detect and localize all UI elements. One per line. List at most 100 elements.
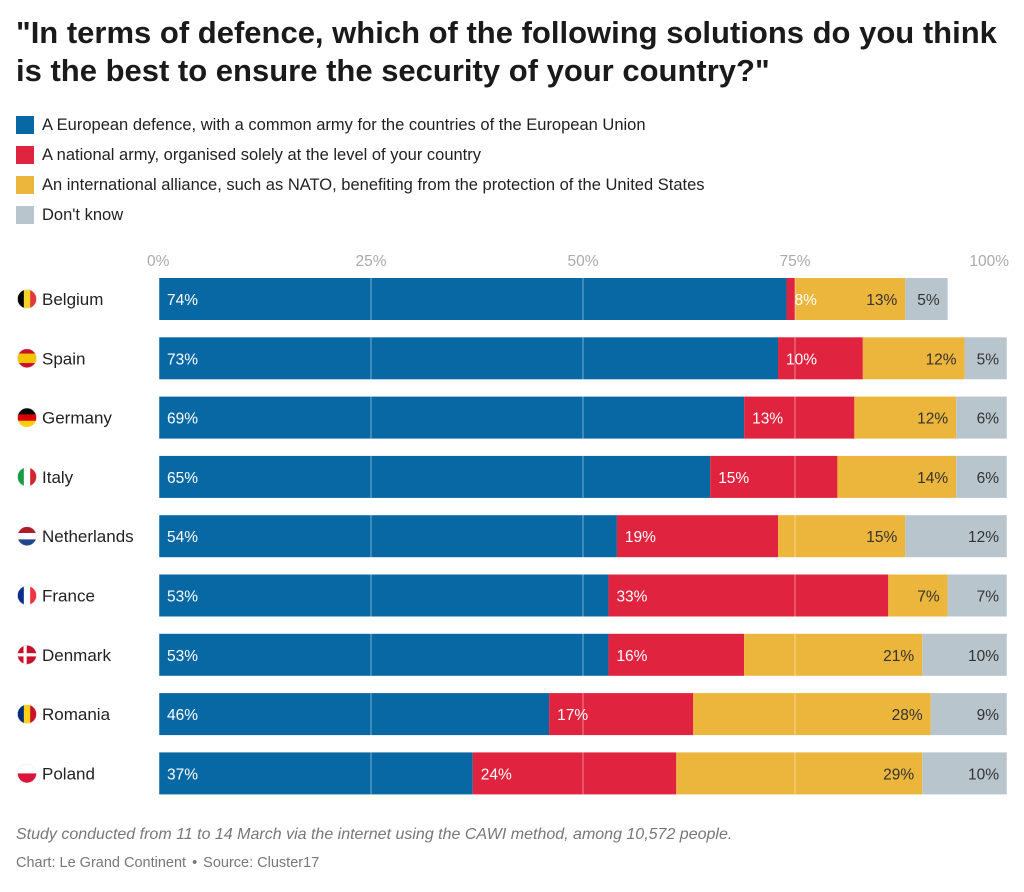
data-label: 21% [883, 648, 914, 665]
bar-france-series-4 [947, 574, 1007, 617]
bar-france-series-3 [888, 574, 948, 617]
bars-group [159, 278, 1007, 795]
data-label: 12% [917, 411, 948, 428]
bar-denmark-series-3 [744, 633, 923, 676]
data-label: 65% [167, 470, 198, 487]
legend-item-european-defence: A European defence, with a common army f… [16, 110, 705, 140]
flag-cross-h [17, 653, 37, 657]
credit-separator: • [192, 855, 198, 871]
flag-stripe [17, 539, 37, 546]
bar-denmark-series-2 [608, 633, 745, 676]
bar-spain-series-4 [964, 337, 1007, 380]
bar-poland-series-1 [159, 752, 473, 795]
bar-romania-series-3 [693, 693, 931, 736]
flag-denmark-icon [17, 645, 37, 665]
legend-label: A European defence, with a common army f… [42, 115, 646, 134]
category-label-poland: Poland [42, 764, 95, 783]
flag-spain-icon [17, 348, 37, 368]
data-label: 14% [917, 470, 948, 487]
flag-stripe [17, 773, 37, 783]
legend-swatch [16, 146, 34, 164]
legend-label: An international alliance, such as NATO,… [42, 175, 705, 194]
bar-poland-series-4 [922, 752, 1007, 795]
bar-denmark-series-4 [922, 633, 1007, 676]
flag-cross-v [23, 645, 27, 665]
bar-netherlands-series-1 [159, 515, 617, 558]
data-label: 16% [616, 648, 647, 665]
data-label: 7% [977, 589, 1000, 606]
data-label: 6% [977, 411, 1000, 428]
bar-poland-series-2 [472, 752, 677, 795]
data-label: 6% [977, 470, 1000, 487]
flag-band [17, 353, 37, 364]
data-label: 46% [167, 707, 198, 724]
data-label: 24% [481, 766, 512, 783]
flag-stripe [30, 704, 37, 724]
legend-item-national-army: A national army, organised solely at the… [16, 140, 705, 170]
bar-romania-series-2 [549, 693, 694, 736]
x-tick-label: 25% [355, 253, 386, 270]
flag-france-icon [17, 586, 37, 605]
flag-stripe [17, 533, 37, 540]
flag-belgium-icon [17, 289, 37, 309]
bar-belgium-series-3 [795, 278, 906, 320]
data-label: 54% [167, 529, 198, 546]
x-tick-label: 50% [567, 253, 598, 270]
flag-stripe [17, 408, 37, 415]
bar-romania-series-1 [159, 693, 550, 736]
category-label-netherlands: Netherlands [42, 527, 134, 546]
data-label: 5% [917, 292, 940, 309]
bar-germany-series-4 [956, 396, 1007, 439]
flag-stripe [17, 289, 25, 309]
bar-netherlands-series-4 [905, 515, 1007, 558]
flag-stripe [23, 467, 31, 487]
data-label: 37% [167, 766, 198, 783]
flag-stripe [17, 763, 37, 774]
data-label: 12% [926, 351, 957, 368]
bar-poland-series-3 [676, 752, 923, 795]
x-tick-label: 100% [969, 253, 1009, 270]
data-label: 73% [167, 351, 198, 368]
data-label: 7% [917, 589, 940, 606]
bar-germany-series-3 [854, 396, 957, 439]
legend-item-international-alliance: An international alliance, such as NATO,… [16, 170, 705, 200]
data-label: 15% [718, 470, 749, 487]
bar-spain-series-3 [862, 337, 965, 380]
bar-italy-series-2 [710, 455, 838, 498]
data-label: 10% [968, 766, 999, 783]
data-label: 12% [968, 529, 999, 546]
flag-stripe [30, 467, 37, 487]
legend-swatch [16, 116, 34, 134]
legend-label: A national army, organised solely at the… [42, 145, 482, 164]
data-label: 19% [625, 529, 656, 546]
bar-italy-series-3 [837, 455, 957, 498]
data-label: 17% [557, 707, 588, 724]
bar-spain-series-1 [159, 337, 779, 380]
data-label: 5% [977, 351, 1000, 368]
flag-stripe [30, 586, 37, 605]
bar-france-series-1 [159, 574, 609, 617]
flag-stripe [17, 467, 25, 487]
category-label-belgium: Belgium [42, 290, 103, 309]
bar-denmark-series-1 [159, 633, 609, 676]
bar-germany-series-2 [744, 396, 855, 439]
legend-label: Don't know [42, 205, 124, 224]
flag-netherlands-icon [17, 526, 37, 546]
category-label-denmark: Denmark [42, 646, 111, 665]
category-label-germany: Germany [42, 409, 112, 428]
bar-belgium-series-2 [786, 278, 795, 320]
flag-romania-icon [17, 704, 37, 724]
data-label: 9% [977, 707, 1000, 724]
bar-belgium-series-4 [905, 278, 948, 320]
flag-stripe [30, 289, 37, 309]
data-label: 69% [167, 411, 198, 428]
category-label-romania: Romania [42, 705, 111, 724]
data-label: 28% [892, 707, 923, 724]
data-label: 10% [968, 648, 999, 665]
category-label-spain: Spain [42, 349, 85, 368]
chart-title: "In terms of defence, which of the follo… [16, 15, 997, 88]
gridlines-group [158, 274, 1008, 795]
data-label: 33% [616, 589, 647, 606]
category-label-france: France [42, 587, 95, 606]
flag-poland-icon [17, 763, 37, 783]
